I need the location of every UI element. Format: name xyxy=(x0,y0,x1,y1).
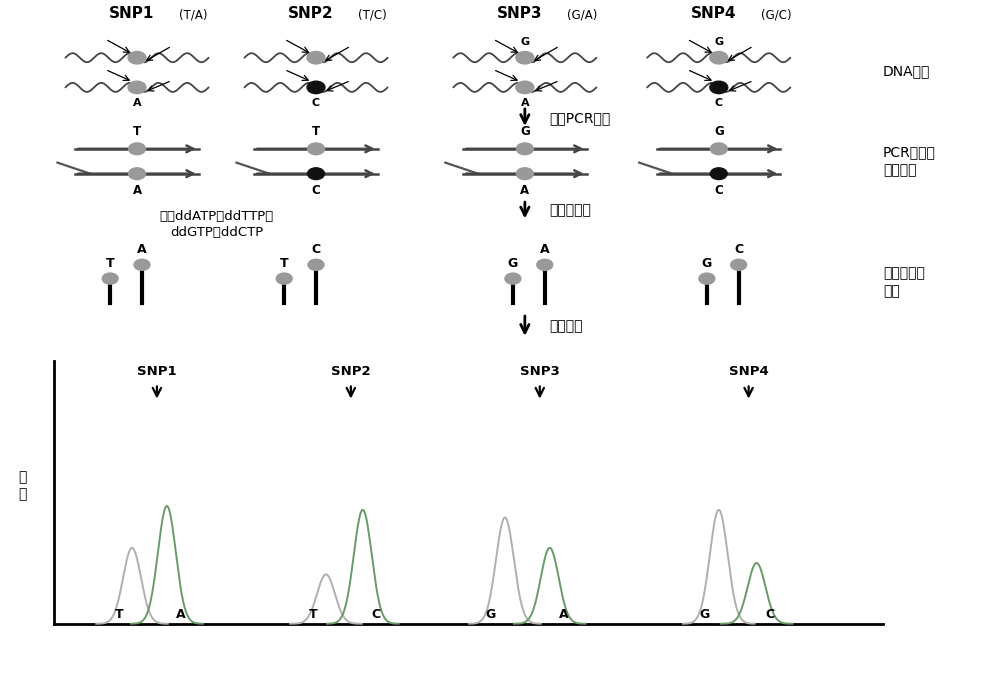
Text: A: A xyxy=(137,243,147,256)
Text: DNA模板: DNA模板 xyxy=(883,64,930,78)
Text: SNP2: SNP2 xyxy=(331,365,371,378)
Circle shape xyxy=(710,52,728,64)
Text: G: G xyxy=(520,36,529,47)
Circle shape xyxy=(731,259,747,271)
Text: C: C xyxy=(715,98,723,108)
Circle shape xyxy=(516,81,534,94)
Text: T: T xyxy=(308,608,317,621)
Circle shape xyxy=(699,273,715,284)
Text: C: C xyxy=(766,608,775,621)
Text: T: T xyxy=(106,257,114,270)
Text: ddGTP和ddCTP: ddGTP和ddCTP xyxy=(170,226,263,239)
Circle shape xyxy=(308,168,324,180)
Text: T: T xyxy=(114,608,123,621)
Text: 多重PCR扩增: 多重PCR扩增 xyxy=(550,110,611,124)
Text: A: A xyxy=(521,98,529,108)
Text: G: G xyxy=(714,36,723,47)
Text: G: G xyxy=(486,608,496,621)
Text: SNP3: SNP3 xyxy=(520,365,560,378)
Text: T: T xyxy=(133,125,141,138)
Circle shape xyxy=(307,81,325,94)
Text: SNP1: SNP1 xyxy=(137,365,177,378)
Circle shape xyxy=(710,168,727,180)
Text: SNP2: SNP2 xyxy=(288,6,334,21)
Text: C: C xyxy=(312,98,320,108)
Text: 峰
高: 峰 高 xyxy=(18,470,27,500)
Text: SNP1: SNP1 xyxy=(109,6,155,21)
Circle shape xyxy=(129,168,145,180)
Circle shape xyxy=(710,81,728,94)
Text: A: A xyxy=(133,98,141,108)
Circle shape xyxy=(710,143,727,154)
Circle shape xyxy=(505,273,521,284)
Text: A: A xyxy=(559,608,568,621)
Circle shape xyxy=(516,52,534,64)
Text: T: T xyxy=(312,125,320,138)
Circle shape xyxy=(128,81,146,94)
Text: (G/C): (G/C) xyxy=(761,8,791,21)
Text: T: T xyxy=(280,257,289,270)
Text: A: A xyxy=(176,608,185,621)
Text: G: G xyxy=(702,257,712,270)
Text: A: A xyxy=(540,243,550,256)
Text: SNP3: SNP3 xyxy=(497,6,543,21)
Circle shape xyxy=(516,143,533,154)
Text: (G/A): (G/A) xyxy=(567,8,597,21)
Text: C: C xyxy=(372,608,381,621)
Text: C: C xyxy=(734,243,743,256)
Text: G: G xyxy=(700,608,710,621)
Text: (T/A): (T/A) xyxy=(179,8,207,21)
Text: G: G xyxy=(520,125,530,138)
Circle shape xyxy=(128,52,146,64)
Text: SNP4: SNP4 xyxy=(691,6,737,21)
Circle shape xyxy=(134,259,150,271)
Text: 加入ddATP、ddTTP、: 加入ddATP、ddTTP、 xyxy=(159,210,274,224)
Circle shape xyxy=(102,273,118,284)
Text: C: C xyxy=(311,243,321,256)
Text: (T/C): (T/C) xyxy=(358,8,387,21)
Text: 单碌基延伸
产物: 单碌基延伸 产物 xyxy=(883,266,925,298)
Circle shape xyxy=(307,52,325,64)
Circle shape xyxy=(129,143,145,154)
Circle shape xyxy=(308,143,324,154)
Text: C: C xyxy=(714,184,723,197)
Text: G: G xyxy=(714,125,724,138)
Text: 电泳分离: 电泳分离 xyxy=(550,319,583,333)
Circle shape xyxy=(276,273,292,284)
Circle shape xyxy=(308,259,324,271)
Text: A: A xyxy=(520,184,529,197)
Text: A: A xyxy=(132,184,142,197)
Text: C: C xyxy=(312,184,320,197)
Circle shape xyxy=(516,168,533,180)
Text: 单碌基延伸: 单碌基延伸 xyxy=(550,203,592,217)
Text: SNP4: SNP4 xyxy=(729,365,768,378)
Circle shape xyxy=(537,259,553,271)
Text: PCR产物和
延伸引物: PCR产物和 延伸引物 xyxy=(883,145,936,178)
Text: G: G xyxy=(508,257,518,270)
